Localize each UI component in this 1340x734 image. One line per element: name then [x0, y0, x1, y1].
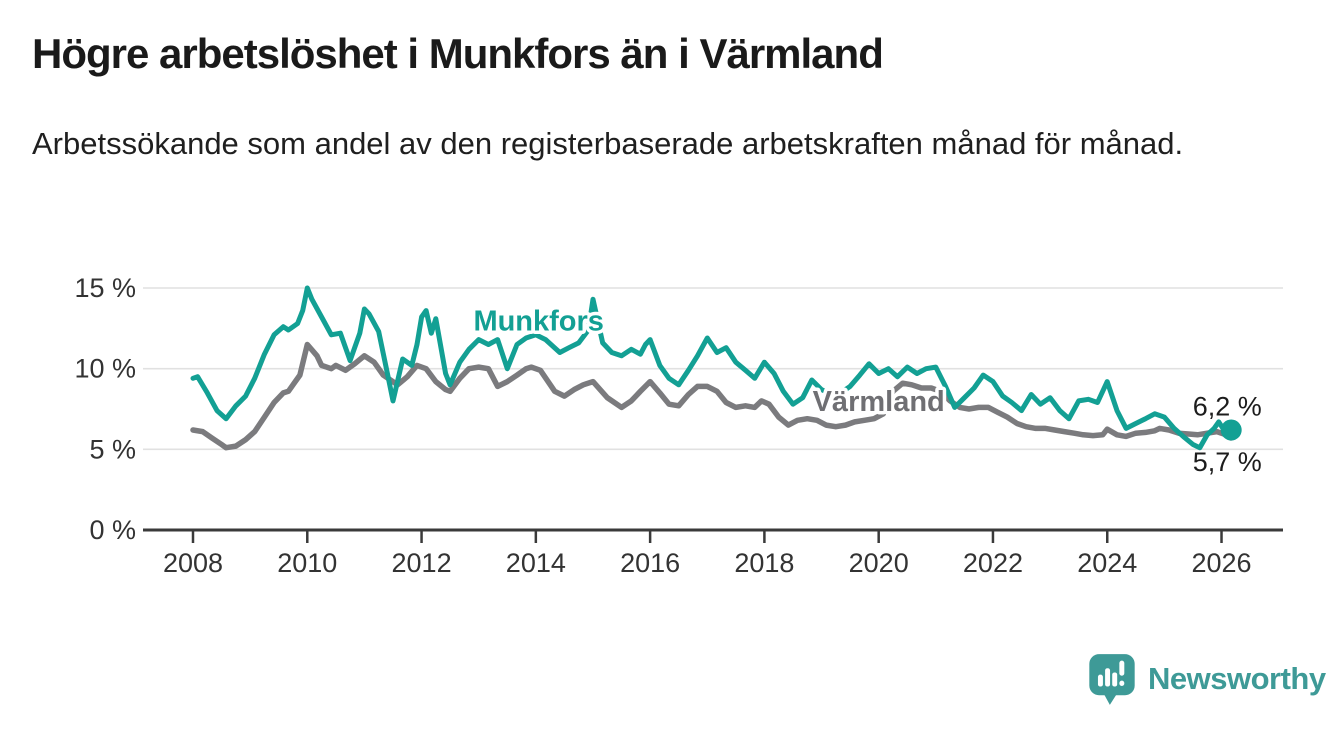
series-label-varmland: Värmland — [813, 386, 945, 418]
chart-subtitle: Arbetssökande som andel av den registerb… — [32, 126, 1184, 161]
x-axis-tick-label: 2026 — [1191, 548, 1251, 578]
newsworthy-logo-icon — [1089, 654, 1135, 705]
y-axis-tick-label: 0 % — [89, 515, 136, 545]
x-axis-tick-label: 2008 — [163, 548, 223, 578]
series-line-munkfors — [190, 285, 1234, 451]
x-axis-tick-label: 2024 — [1077, 548, 1137, 578]
y-axis-tick-label: 15 % — [74, 273, 136, 303]
x-axis-tick-label: 2016 — [620, 548, 680, 578]
page-title: Högre arbetslöshet i Munkfors än i Värml… — [32, 30, 884, 77]
latest-value-dot-munkfors — [1220, 419, 1242, 441]
y-axis-tick-label: 10 % — [74, 354, 136, 384]
x-axis-tick-label: 2014 — [506, 548, 566, 578]
annotation-munkfors-latest: 6,2 % — [1193, 391, 1262, 421]
x-axis-tick-label: 2012 — [392, 548, 452, 578]
line-chart: 0 % 5 % 10 % 15 % 2008 2010 2012 2014 2016 2018 20… — [74, 273, 1283, 578]
x-axis-tick-label: 2020 — [849, 548, 909, 578]
x-axis-tick-label: 2022 — [963, 548, 1023, 578]
y-axis-tick-label: 5 % — [89, 434, 136, 464]
annotation-varmland-latest: 5,7 % — [1193, 447, 1262, 477]
newsworthy-logo-text: Newsworthy — [1148, 661, 1326, 696]
x-axis-tick-label: 2010 — [277, 548, 337, 578]
series-label-munkfors: Munkfors — [473, 305, 604, 337]
series-line-varmland — [190, 341, 1234, 451]
newsworthy-logo: Newsworthy — [1087, 652, 1326, 706]
x-axis-tick-label: 2018 — [734, 548, 794, 578]
